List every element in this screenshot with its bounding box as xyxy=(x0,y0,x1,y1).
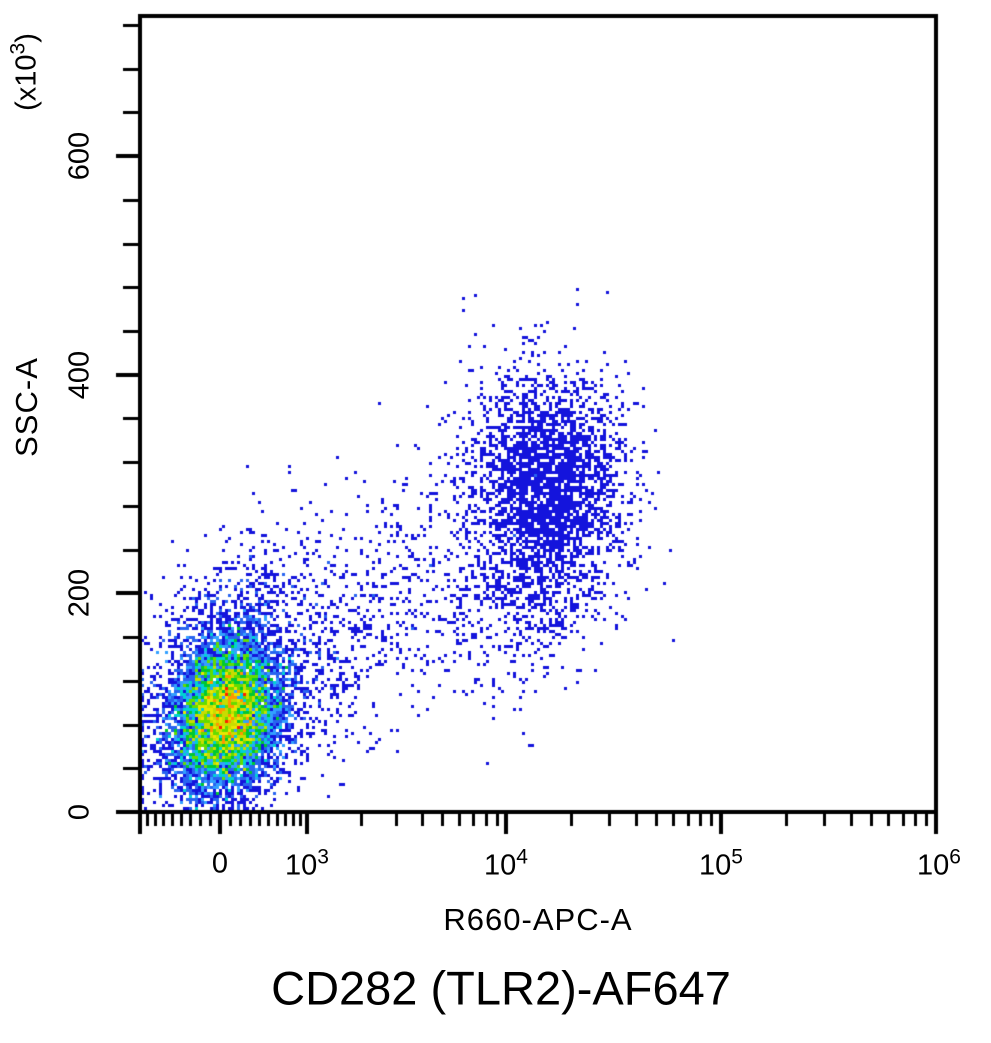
x-tick-base: 10 xyxy=(484,849,517,882)
x-tick-exponent: 4 xyxy=(516,845,528,869)
x-tick-label-100000: 105 xyxy=(699,846,743,883)
x-tick-base: 10 xyxy=(285,849,318,882)
x-axis-label: R660-APC-A xyxy=(443,902,633,937)
x-tick-exponent: 6 xyxy=(949,845,961,869)
y-tick-label-600: 600 xyxy=(63,131,96,181)
x-tick-label-0: 0 xyxy=(211,847,229,880)
y-axis-unit-prefix: (x10 xyxy=(10,54,43,111)
x-tick-base: 10 xyxy=(699,849,732,882)
y-axis-label: SSC-A xyxy=(9,357,44,457)
x-tick-label-1000: 103 xyxy=(285,846,329,883)
x-tick-label-10000: 104 xyxy=(484,846,528,883)
x-axis-marker-title: CD282 (TLR2)-AF647 xyxy=(271,961,731,1015)
y-tick-label-200: 200 xyxy=(63,568,96,618)
y-tick-label-400: 400 xyxy=(63,350,96,400)
y-tick-label-0: 0 xyxy=(63,803,96,821)
y-axis-unit-exponent: 3 xyxy=(6,42,30,55)
x-tick-label-1000000: 106 xyxy=(917,846,961,883)
x-tick-exponent: 5 xyxy=(731,845,743,869)
x-tick-exponent: 3 xyxy=(317,845,329,869)
y-axis-unit-suffix: ) xyxy=(10,33,43,43)
x-tick-base: 10 xyxy=(917,849,950,882)
y-axis-unit-label: (x103) xyxy=(7,33,44,111)
